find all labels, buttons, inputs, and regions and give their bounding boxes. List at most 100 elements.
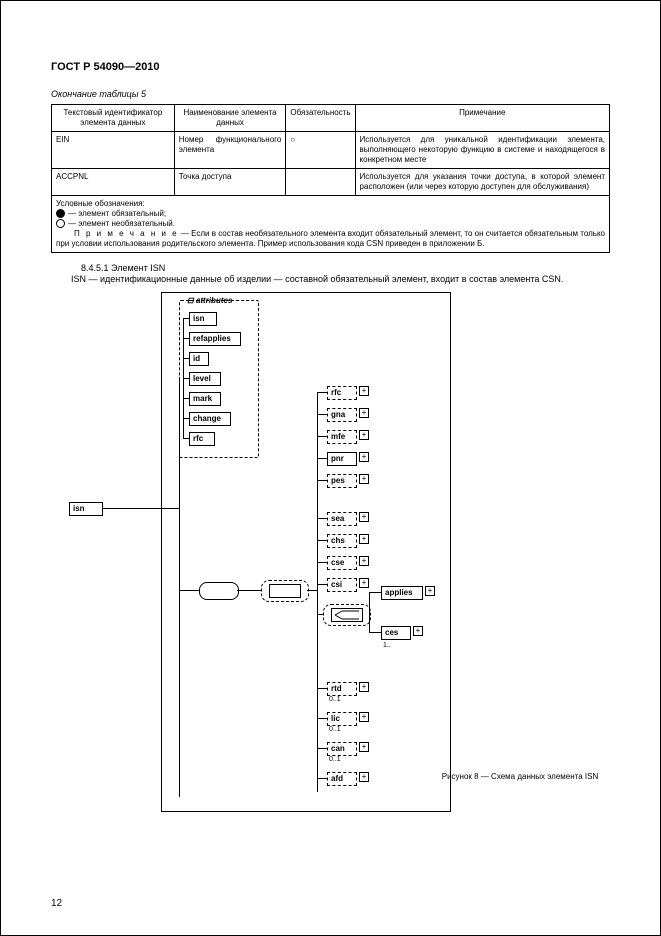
- attr-node: id: [189, 352, 209, 366]
- connector-line: [317, 518, 327, 519]
- schema-root-node: isn: [69, 502, 103, 516]
- section-paragraph: ISN — идентификационные данные об издели…: [51, 274, 610, 285]
- plus-icon: +: [359, 578, 369, 588]
- schema-node: mfe: [327, 430, 357, 444]
- schema-node: chs: [327, 534, 357, 548]
- connector-line: [183, 318, 189, 319]
- switch-icon: [331, 608, 363, 622]
- schema-node: pes: [327, 474, 357, 488]
- cell-mand: ○: [286, 132, 355, 169]
- connector-line: [237, 590, 261, 591]
- table-row: ACCPNL Точка доступа Используется для ук…: [52, 169, 610, 196]
- connector-line: [317, 748, 327, 749]
- cell-id: EIN: [52, 132, 175, 169]
- connector-line: [369, 632, 381, 633]
- table-caption: Окончание таблицы 5: [51, 89, 610, 100]
- data-table: Текстовый идентификатор элемента данных …: [51, 104, 610, 253]
- col-header: Примечание: [355, 105, 609, 132]
- filled-circle-icon: [56, 209, 65, 218]
- schema-node: csi: [327, 578, 357, 592]
- plus-icon: +: [359, 534, 369, 544]
- schema-node: gna: [327, 408, 357, 422]
- cell-name: Точка доступа: [174, 169, 286, 196]
- connector-line: [317, 562, 327, 563]
- legend-line: — элемент необязательный.: [56, 219, 605, 229]
- connector-line: [179, 590, 199, 591]
- plus-icon: +: [359, 556, 369, 566]
- table-header-row: Текстовый идентификатор элемента данных …: [52, 105, 610, 132]
- connector-line: [307, 590, 317, 591]
- connector-line: [183, 398, 189, 399]
- connector-line: [317, 414, 327, 415]
- connector-line: [183, 338, 189, 339]
- page-number: 12: [51, 898, 62, 911]
- schema-node: lic: [327, 712, 357, 726]
- plus-icon: +: [359, 772, 369, 782]
- plus-icon: +: [359, 682, 369, 692]
- connector-line: [161, 508, 179, 509]
- attr-node: change: [189, 412, 231, 426]
- cardinality-label: 0..1: [329, 726, 341, 735]
- plus-icon: +: [359, 386, 369, 396]
- attr-node: refapplies: [189, 332, 241, 346]
- empty-circle-icon: [56, 219, 65, 228]
- cardinality-label: 1..: [383, 642, 391, 651]
- schema-node: can: [327, 742, 357, 756]
- cell-name: Номер функционального элемента: [174, 132, 286, 169]
- cardinality-label: 0..1: [329, 696, 341, 705]
- schema-node: applies: [381, 586, 423, 600]
- connector-line: [317, 614, 323, 615]
- col-header: Текстовый идентификатор элемента данных: [52, 105, 175, 132]
- connector-line: [317, 392, 327, 393]
- section-heading: 8.4.5.1 Элемент ISN: [51, 263, 610, 274]
- plus-icon: +: [413, 626, 423, 636]
- cell-note: Используется для уникальной идентификаци…: [355, 132, 609, 169]
- figure-caption: Рисунок 8 — Схема данных элемента ISN: [430, 772, 610, 782]
- schema-node: ces: [381, 626, 411, 640]
- table-notes-row: Условные обозначения: — элемент обязател…: [52, 196, 610, 253]
- connector-line: [369, 592, 381, 593]
- attr-node: isn: [189, 312, 217, 326]
- connector-line: [183, 418, 189, 419]
- attr-node: rfc: [189, 432, 215, 446]
- plus-icon: +: [359, 474, 369, 484]
- connector-line: [103, 508, 163, 509]
- legend-line: — элемент обязательный;: [56, 209, 605, 219]
- figure: isn ⊟ attributes isn refapplies id level…: [51, 292, 610, 822]
- connector-line: [183, 378, 189, 379]
- table-note: П р и м е ч а н и е — Если в состав необ…: [56, 229, 605, 249]
- schema-node: rtd: [327, 682, 357, 696]
- plus-icon: +: [359, 712, 369, 722]
- connector-line: [317, 392, 318, 792]
- schema-node: pnr: [327, 452, 357, 466]
- switch-svg-icon: [332, 609, 362, 621]
- plus-icon: +: [359, 430, 369, 440]
- connector-line: [317, 688, 327, 689]
- col-header: Наименование элемента данных: [174, 105, 286, 132]
- plus-icon: +: [359, 742, 369, 752]
- connector-line: [369, 592, 370, 632]
- connector-line: [317, 540, 327, 541]
- plus-icon: +: [425, 586, 435, 596]
- connector-line: [317, 718, 327, 719]
- connector-line: [183, 358, 189, 359]
- connector-line: [179, 377, 180, 797]
- plus-icon: +: [359, 408, 369, 418]
- connector-line: [317, 778, 327, 779]
- cell-id: ACCPNL: [52, 169, 175, 196]
- plus-icon: +: [359, 452, 369, 462]
- connector-line: [317, 584, 327, 585]
- table-row: EIN Номер функционального элемента ○ Исп…: [52, 132, 610, 169]
- seq-icon: [269, 584, 301, 598]
- attr-node: level: [189, 372, 221, 386]
- doc-header: ГОСТ Р 54090—2010: [51, 61, 610, 75]
- schema-node: afd: [327, 772, 357, 786]
- schema-node: cse: [327, 556, 357, 570]
- page: ГОСТ Р 54090—2010 Окончание таблицы 5 Те…: [0, 0, 661, 936]
- cardinality-label: 0..1: [329, 756, 341, 765]
- connector-line: [317, 480, 327, 481]
- cell-note: Используется для указания точки доступа,…: [355, 169, 609, 196]
- cell-mand: [286, 169, 355, 196]
- notes-cell: Условные обозначения: — элемент обязател…: [52, 196, 610, 253]
- schema-node: rfc: [327, 386, 357, 400]
